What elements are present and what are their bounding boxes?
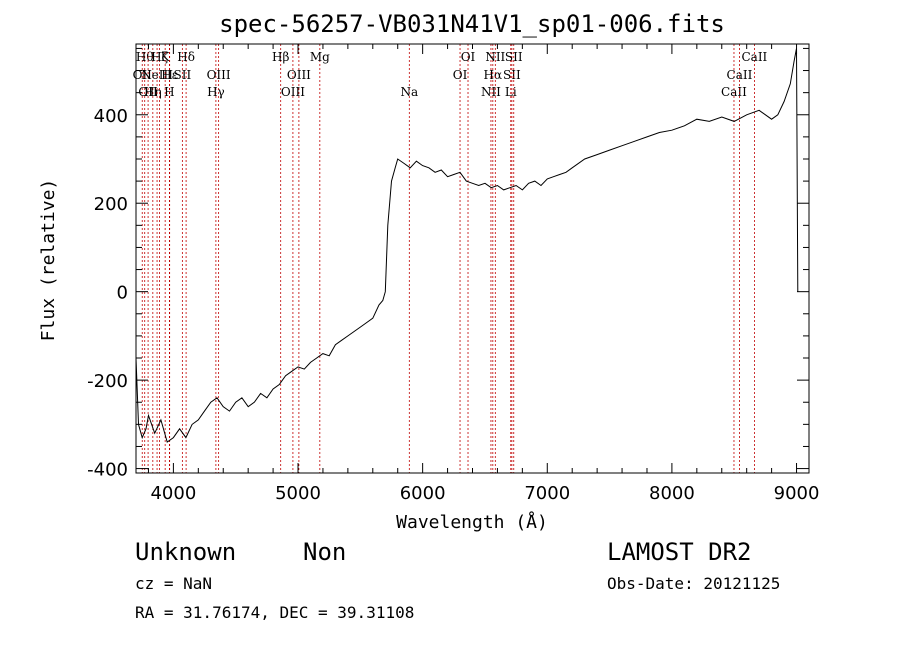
y-tick-label: -200 — [87, 371, 128, 392]
classification-label: Unknown — [135, 538, 237, 566]
x-tick-label: 5000 — [275, 483, 321, 504]
line-marker-label: SII — [505, 50, 523, 64]
plot-frame — [135, 43, 810, 474]
survey-label: LAMOST DR2 — [607, 538, 752, 566]
x-tick-label: 6000 — [400, 483, 446, 504]
y-tick-label: -400 — [87, 460, 128, 481]
line-marker-label: SII — [503, 68, 521, 82]
line-marker-label: Na — [400, 85, 418, 99]
x-tick-label: 8000 — [649, 483, 695, 504]
y-axis-label: Flux (relative) — [38, 179, 59, 342]
chart-title: spec-56257-VB031N41V1_sp01-006.fits — [219, 10, 725, 38]
line-marker-label: Hε — [161, 68, 178, 82]
line-marker-label: Li — [505, 85, 517, 99]
x-axis-ticks: 4000 5000 6000 7000 8000 9000 — [147, 44, 820, 504]
line-marker-label: CaII — [721, 85, 747, 99]
subclass-label: Non — [303, 538, 347, 566]
emission-line-markers: OIIHθOIIHηNeIIIHζKHHεSIIHδHγOIIIHβOIIIOI… — [133, 44, 768, 473]
line-marker-label: OII — [133, 68, 153, 82]
line-marker-label: K — [161, 50, 171, 64]
line-marker-label: NII — [481, 85, 501, 99]
line-marker-label: Hζ — [151, 50, 168, 64]
y-tick-label: 0 — [117, 283, 128, 304]
line-marker-label: CaII — [741, 50, 767, 64]
line-marker-label: OI — [453, 68, 468, 82]
line-marker-label: Hα — [484, 68, 503, 82]
line-marker-label: OIII — [287, 68, 311, 82]
x-tick-label: 9000 — [774, 483, 820, 504]
line-marker-label: Hθ — [136, 50, 154, 64]
x-tick-label: 7000 — [524, 483, 570, 504]
spectrum-line — [135, 48, 799, 443]
line-marker-label: SII — [174, 68, 192, 82]
x-axis-label: Wavelength (Å) — [396, 511, 548, 533]
y-axis-ticks: -400 -200 0 200 400 — [87, 47, 809, 481]
line-marker-label: Mg — [310, 50, 330, 64]
y-tick-label: 400 — [94, 106, 128, 127]
line-marker-label: Hβ — [272, 50, 289, 64]
y-tick-label: 200 — [94, 194, 128, 215]
redshift-label: cz = NaN — [135, 574, 213, 593]
coordinates-label: RA = 31.76174, DEC = 39.31108 — [135, 603, 415, 622]
line-marker-label: Hγ — [207, 85, 225, 99]
line-marker-label: Hδ — [177, 50, 195, 64]
line-marker-label: NeIII — [141, 68, 173, 82]
line-marker-label: NII — [485, 50, 505, 64]
obs-date-label: Obs-Date: 20121125 — [607, 574, 781, 593]
x-tick-label: 4000 — [150, 483, 196, 504]
line-marker-label: CaII — [727, 68, 753, 82]
line-marker-label: OIII — [207, 68, 231, 82]
line-marker-label: Hη — [144, 85, 162, 99]
line-marker-label: OIII — [281, 85, 305, 99]
line-marker-label: OI — [461, 50, 476, 64]
